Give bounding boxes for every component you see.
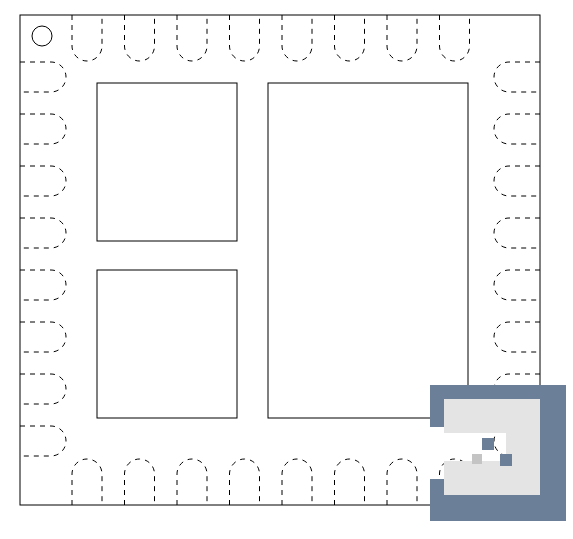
svg-rect-3 <box>500 454 512 466</box>
svg-rect-4 <box>472 454 482 464</box>
svg-rect-2 <box>482 438 494 450</box>
svg-rect-1 <box>444 461 540 495</box>
